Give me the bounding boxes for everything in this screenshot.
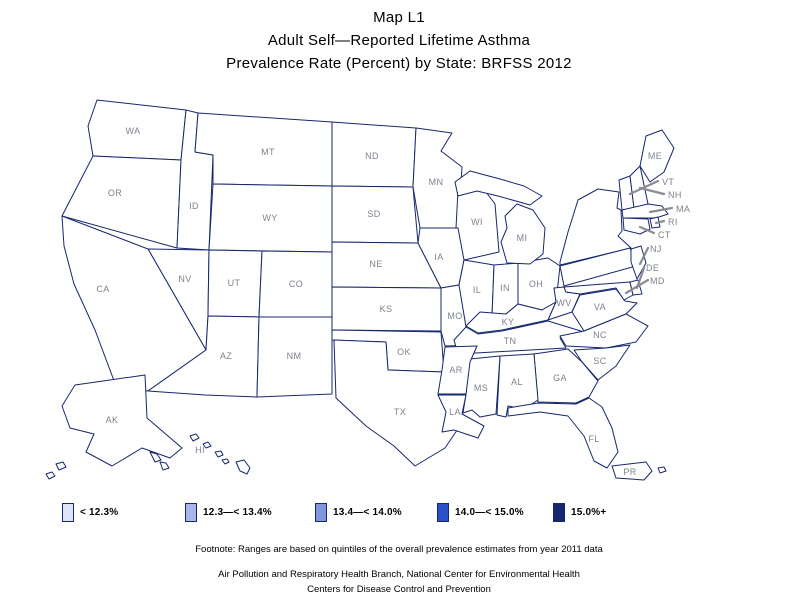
state-label-il: IL <box>473 285 481 295</box>
state-label-mt: MT <box>261 147 275 157</box>
state-label-ok: OK <box>397 347 411 357</box>
callout-line-ct <box>638 225 656 235</box>
state-label-mn: MN <box>429 177 444 187</box>
legend-label-4: 14.0—< 15.0% <box>455 507 524 518</box>
map-title-line2: Adult Self—Reported Lifetime Asthma <box>267 32 531 49</box>
state-tx <box>333 339 465 467</box>
state-label-ne: NE <box>369 259 382 269</box>
callout-line-md <box>624 278 650 295</box>
state-label-nm: NM <box>287 351 302 361</box>
state-ar <box>437 345 478 395</box>
state-label-ca: CA <box>96 284 109 294</box>
legend-item-5: 15.0%+ <box>553 503 606 522</box>
state-me <box>639 129 675 183</box>
state-label-az: AZ <box>220 351 232 361</box>
callout-label-ri: RI <box>668 217 678 227</box>
state-label-la: LA <box>449 407 461 417</box>
state-ct <box>622 217 651 235</box>
state-label-wa: WA <box>126 126 141 136</box>
legend: < 12.3% 12.3—< 13.4% 13.4—< 14.0% 14.0—<… <box>0 503 798 529</box>
map-title: Map L1 Adult Self—Reported Lifetime Asth… <box>0 6 798 75</box>
callout-label-ct: CT <box>658 230 671 240</box>
state-label-co: CO <box>289 279 303 289</box>
state-label-me: ME <box>648 151 662 161</box>
state-label-va: VA <box>594 302 606 312</box>
state-pr <box>611 461 667 481</box>
legend-item-3: 13.4—< 14.0% <box>315 503 402 522</box>
attribution-line2: Centers for Disease Control and Preventi… <box>307 584 491 595</box>
callout-line-vt <box>628 179 660 196</box>
state-label-tx: TX <box>394 407 406 417</box>
legend-item-4: 14.0—< 15.0% <box>437 503 524 522</box>
footnote: Footnote: Ranges are based on quintiles … <box>195 544 603 555</box>
state-label-hi: HI <box>195 445 205 455</box>
map-title-line1: Map L1 <box>373 9 425 26</box>
legend-item-2: 12.3—< 13.4% <box>185 503 272 522</box>
legend-item-1: < 12.3% <box>62 503 118 522</box>
callout-line-ri <box>654 219 666 225</box>
state-label-mi: MI <box>517 233 528 243</box>
state-label-ar: AR <box>449 365 462 375</box>
state-label-id: ID <box>189 201 199 211</box>
callout-line-nh <box>638 186 666 196</box>
state-tn <box>453 320 585 355</box>
state-label-sd: SD <box>367 209 380 219</box>
callout-label-nh: NH <box>668 190 682 200</box>
state-label-wv: WV <box>556 298 571 308</box>
state-label-ut: UT <box>228 278 241 288</box>
state-label-tn: TN <box>504 336 517 346</box>
state-mi <box>454 170 546 265</box>
state-label-wy: WY <box>262 213 277 223</box>
state-label-al: AL <box>511 377 523 387</box>
legend-label-3: 13.4—< 14.0% <box>333 507 402 518</box>
legend-label-1: < 12.3% <box>80 507 119 518</box>
state-label-nd: ND <box>365 151 379 161</box>
legend-swatch-1 <box>62 503 74 522</box>
state-label-sc: SC <box>593 356 606 366</box>
state-label-ky: KY <box>502 317 515 327</box>
state-nm <box>256 316 333 398</box>
state-hi <box>189 433 251 475</box>
state-ky <box>465 301 557 334</box>
callout-label-ma: MA <box>676 204 690 214</box>
state-ga <box>533 348 599 404</box>
state-label-ks: KS <box>380 304 393 314</box>
legend-swatch-5 <box>553 503 565 522</box>
state-label-fl: FL <box>588 434 599 444</box>
callout-line-nj <box>638 246 650 266</box>
legend-swatch-2 <box>185 503 197 522</box>
state-ak <box>45 374 183 480</box>
state-label-mo: MO <box>447 311 462 321</box>
state-nc <box>559 313 649 349</box>
callout-label-de: DE <box>646 263 659 273</box>
state-label-ia: IA <box>434 252 443 262</box>
state-label-oh: OH <box>529 279 543 289</box>
map-title-line3: Prevalence Rate (Percent) by State: BRFS… <box>226 55 572 72</box>
state-ri <box>649 216 661 229</box>
state-label-wi: WI <box>471 217 483 227</box>
legend-label-2: 12.3—< 13.4% <box>203 507 272 518</box>
legend-swatch-4 <box>437 503 449 522</box>
state-label-ms: MS <box>474 383 488 393</box>
state-label-pr: PR <box>623 467 636 477</box>
state-fl <box>507 397 619 469</box>
callout-label-md: MD <box>650 276 665 286</box>
callout-label-nj: NJ <box>650 244 662 254</box>
legend-label-5: 15.0%+ <box>571 507 607 518</box>
attribution: Air Pollution and Respiratory Health Bra… <box>0 567 798 597</box>
callout-line-ma <box>648 206 674 214</box>
state-nj <box>630 245 647 280</box>
state-label-nc: NC <box>593 330 607 340</box>
state-la <box>437 394 485 439</box>
state-label-or: OR <box>108 188 122 198</box>
attribution-line1: Air Pollution and Respiratory Health Bra… <box>218 569 580 580</box>
callout-label-vt: VT <box>662 177 674 187</box>
state-label-ga: GA <box>553 373 567 383</box>
state-label-ak: AK <box>106 415 119 425</box>
state-label-in: IN <box>500 283 510 293</box>
state-label-nv: NV <box>178 274 191 284</box>
legend-swatch-3 <box>315 503 327 522</box>
